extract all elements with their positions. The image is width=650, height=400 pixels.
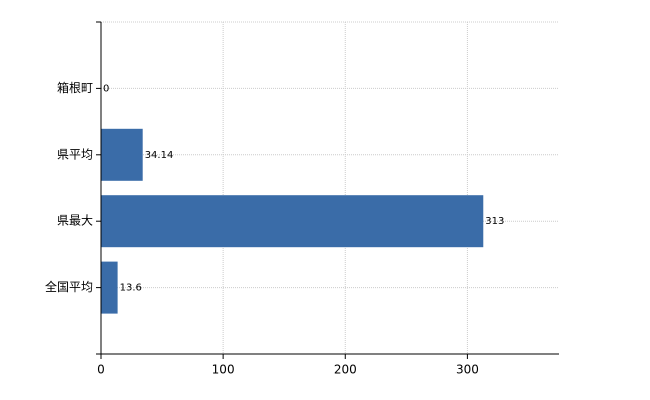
y-tick-label: 箱根町 <box>57 80 93 95</box>
x-tick-label: 0 <box>97 363 105 377</box>
bar <box>101 128 143 181</box>
data-label: 313 <box>485 216 504 227</box>
x-tick-label: 100 <box>212 363 235 377</box>
data-label: 13.6 <box>120 283 142 294</box>
y-tick-label: 県最大 <box>57 214 93 228</box>
y-tick-label: 全国平均 <box>45 279 93 294</box>
x-tick-label: 200 <box>334 363 357 377</box>
bar <box>101 261 118 314</box>
data-label: 34.14 <box>145 150 174 161</box>
x-tick-label: 300 <box>456 363 479 377</box>
bar <box>101 195 484 248</box>
y-tick-label: 県平均 <box>57 147 93 161</box>
data-label: 0 <box>103 83 109 94</box>
